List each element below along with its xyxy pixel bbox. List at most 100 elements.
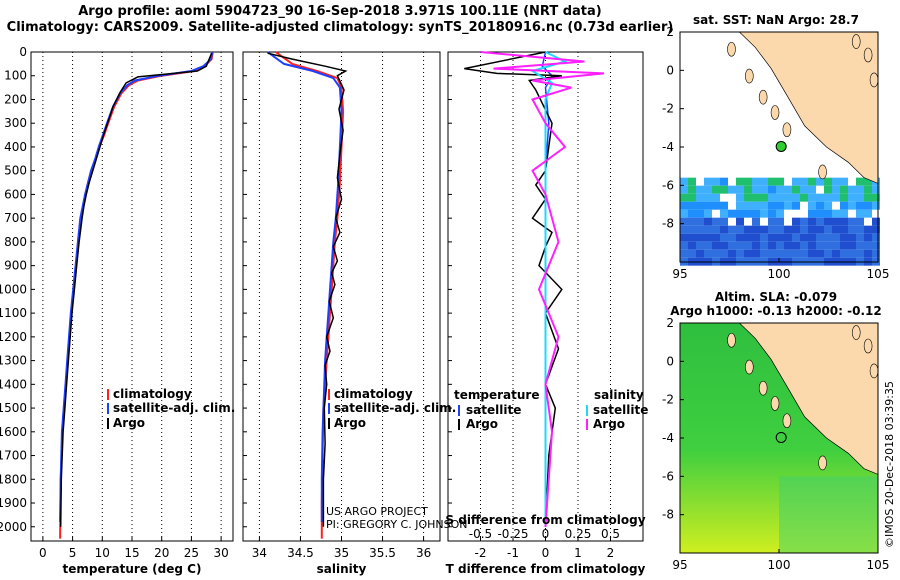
- sst-cell: [688, 209, 696, 218]
- sst-cell: [848, 241, 856, 250]
- sst-cell: [816, 201, 824, 210]
- sst-cell: [808, 217, 816, 226]
- island: [727, 41, 736, 57]
- depth-tick-label: 800: [4, 235, 27, 249]
- sla-map-title: Altim. SLA: -0.079: [715, 290, 837, 304]
- sst-cell: [704, 209, 712, 218]
- island: [770, 396, 780, 411]
- depth-tick-label: 1000: [0, 282, 27, 296]
- island: [818, 455, 827, 471]
- map-ytick-label: 0: [666, 63, 674, 77]
- sst-cell: [760, 201, 768, 210]
- island: [744, 68, 754, 84]
- sst-cell: [688, 217, 696, 226]
- sst-cell: [872, 225, 880, 234]
- sst-cell: [720, 225, 728, 234]
- sst-cell: [848, 201, 856, 210]
- temperature-series-1: [59, 51, 214, 523]
- sst-cell: [816, 225, 824, 234]
- sst-cell: [776, 209, 784, 218]
- sst-cell: [680, 201, 688, 210]
- island: [869, 363, 879, 379]
- sst-cell: [768, 209, 776, 218]
- sst-cell: [800, 185, 808, 194]
- sst-map-title: sat. SST: NaN Argo: 28.7: [693, 13, 859, 27]
- sst-cell: [696, 241, 704, 250]
- sst-cell: [696, 201, 704, 210]
- sst-cell: [792, 241, 800, 250]
- sla-map-subtitle: Argo h1000: -0.13 h2000: -0.12: [670, 304, 881, 318]
- sst-cell: [808, 209, 816, 218]
- x-tick-label: 36: [416, 546, 431, 560]
- sst-cell: [760, 193, 768, 202]
- sst-cell: [808, 177, 816, 186]
- depth-tick-label: 0: [19, 45, 27, 59]
- sst-cell: [736, 201, 744, 210]
- x-tick-label: 0: [542, 546, 550, 560]
- sst-cell: [840, 241, 848, 250]
- sst-cell: [760, 209, 768, 218]
- sst-cell: [720, 185, 728, 194]
- map-ytick-label: 2: [666, 316, 674, 330]
- depth-tick-label: 1600: [0, 425, 27, 439]
- sst-cell: [744, 193, 752, 202]
- sst-cell: [872, 185, 880, 194]
- depth-tick-label: 500: [4, 164, 27, 178]
- temperature-xlabel: temperature (deg C): [63, 562, 202, 576]
- sst-cell: [752, 201, 760, 210]
- depth-tick-label: 100: [4, 69, 27, 83]
- sst-cell: [784, 185, 792, 194]
- x-tick-label: 1: [574, 546, 582, 560]
- sst-cell: [744, 241, 752, 250]
- difference-series-1: [464, 51, 563, 527]
- sst-cell: [728, 185, 736, 194]
- sst-cell: [856, 177, 864, 186]
- sst-cell: [832, 241, 840, 250]
- argo-position-marker: [775, 431, 787, 443]
- sst-cell: [824, 249, 832, 258]
- depth-tick-label: 1800: [0, 472, 27, 486]
- sst-cell: [856, 217, 864, 226]
- legend-label: Argo: [466, 417, 498, 431]
- sst-cell: [744, 201, 752, 210]
- sst-cell: [840, 225, 848, 234]
- sst-cell: [824, 201, 832, 210]
- sst-cell: [792, 217, 800, 226]
- legend-label: climatology: [113, 387, 192, 401]
- sst-cell: [840, 209, 848, 218]
- island: [758, 380, 768, 396]
- sst-cell: [752, 177, 760, 186]
- sst-cell: [856, 201, 864, 210]
- sla-map-group: [680, 322, 879, 553]
- island: [782, 413, 792, 429]
- sst-cell: [712, 217, 720, 226]
- depth-tick-label: 1400: [0, 377, 27, 391]
- sst-cell: [856, 193, 864, 202]
- sst-cell: [736, 217, 744, 226]
- sst-cell: [864, 185, 872, 194]
- sst-cell: [784, 225, 792, 234]
- sst-cell: [760, 225, 768, 234]
- depth-tick-label: 1500: [0, 401, 27, 415]
- sst-cell: [696, 249, 704, 258]
- map-ytick-label: -8: [662, 508, 674, 522]
- legend-title-salinity: salinity: [594, 388, 644, 402]
- depth-tick-label: 1100: [0, 306, 27, 320]
- depth-tick-label: 900: [4, 259, 27, 273]
- sst-cell: [720, 233, 728, 242]
- imos-credit: ©IMOS 20-Dec-2018 03:39:35: [883, 381, 896, 548]
- sst-cell: [784, 249, 792, 258]
- sst-cell: [800, 177, 808, 186]
- sst-cell: [864, 209, 872, 218]
- sst-cell: [872, 201, 880, 210]
- sst-cell: [808, 225, 816, 234]
- sst-cell: [864, 201, 872, 210]
- salinity-series-0: [275, 51, 345, 539]
- sst-cell: [808, 201, 816, 210]
- sst-cell: [776, 193, 784, 202]
- sst-cell: [728, 233, 736, 242]
- sst-cell: [824, 233, 832, 242]
- sst-cell: [808, 249, 816, 258]
- sst-cell: [688, 201, 696, 210]
- sst-cell: [832, 217, 840, 226]
